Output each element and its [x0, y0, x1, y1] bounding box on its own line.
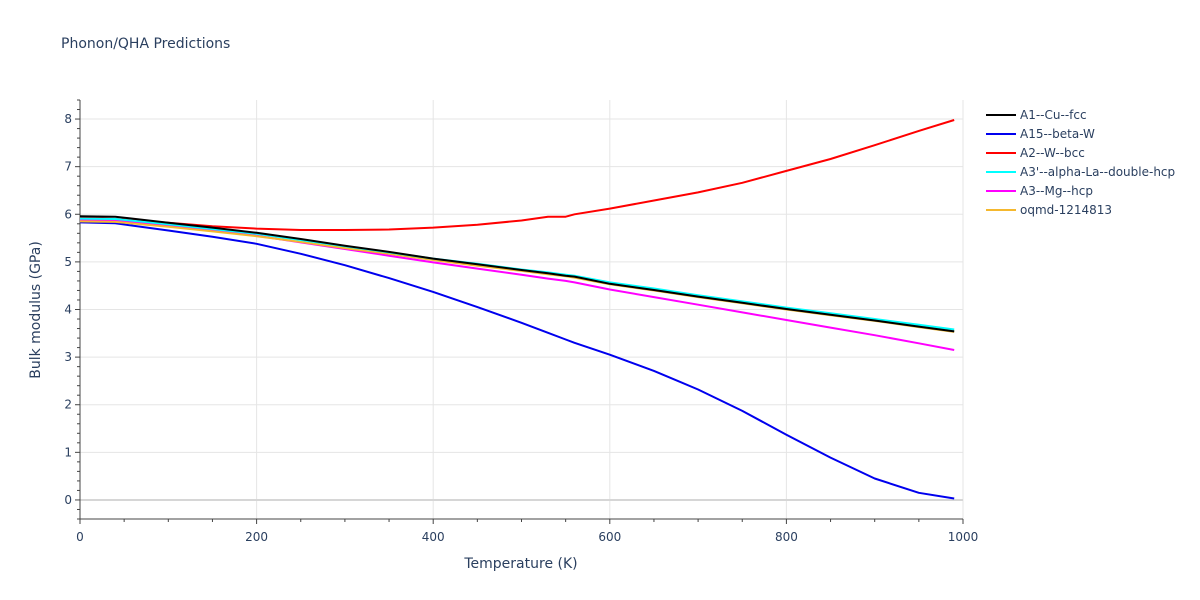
x-tick-label: 1000	[948, 530, 979, 544]
y-tick-label: 1	[64, 445, 72, 459]
legend-label: A15--beta-W	[1020, 127, 1095, 141]
y-tick-label: 8	[64, 112, 72, 126]
y-tick-label: 0	[64, 493, 72, 507]
gridlines	[80, 100, 964, 519]
y-tick-label: 5	[64, 255, 72, 269]
y-tick-label: 6	[64, 207, 72, 221]
series-line-0	[79, 215, 955, 333]
legend-item[interactable]: A3'--alpha-La--double-hcp	[986, 165, 1175, 179]
legend-item[interactable]: oqmd-1214813	[986, 203, 1112, 217]
legend-label: A1--Cu--fcc	[1020, 108, 1087, 122]
y-tick-label: 2	[64, 398, 72, 412]
series-line-2	[79, 119, 955, 231]
series-line-5	[79, 220, 955, 333]
legend-label: A3'--alpha-La--double-hcp	[1020, 165, 1175, 179]
y-axis-title: Bulk modulus (GPa)	[28, 241, 44, 379]
legend-item[interactable]: A15--beta-W	[986, 127, 1095, 141]
x-tick-label: 400	[422, 530, 445, 544]
legend-label: oqmd-1214813	[1020, 203, 1112, 217]
x-tick-label: 600	[598, 530, 621, 544]
axes: 0 200 400 600 800 1000 0 1 2 3 4 5 6 7 8	[64, 99, 979, 544]
series-lines	[79, 119, 955, 500]
x-tick-label: 800	[775, 530, 798, 544]
legend-item[interactable]: A3--Mg--hcp	[986, 184, 1093, 198]
x-tick-label: 0	[76, 530, 84, 544]
chart-title: Phonon/QHA Predictions	[61, 36, 231, 52]
series-line-1	[79, 221, 955, 500]
x-tick-label: 200	[245, 530, 268, 544]
legend-item[interactable]: A1--Cu--fcc	[986, 108, 1087, 122]
y-tick-label: 3	[64, 350, 72, 364]
y-tick-label: 7	[64, 160, 72, 174]
legend-label: A3--Mg--hcp	[1020, 184, 1093, 198]
legend-item[interactable]: A2--W--bcc	[986, 146, 1085, 160]
x-axis-title: Temperature (K)	[463, 556, 577, 572]
legend-label: A2--W--bcc	[1020, 146, 1085, 160]
series-line-4	[79, 218, 955, 351]
legend: A1--Cu--fcc A15--beta-W A2--W--bcc A3'--alp…	[986, 108, 1175, 217]
y-tick-label: 4	[64, 303, 72, 317]
